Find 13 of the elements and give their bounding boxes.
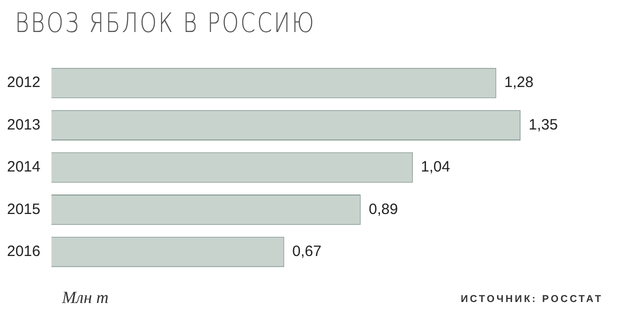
data-label: 1,35 <box>528 116 558 134</box>
text: ИСТОЧНИК: РОССТАТ <box>460 294 603 305</box>
y-tick-label: 2012 <box>6 74 40 92</box>
data-label: 1,28 <box>504 74 534 92</box>
y-tick-label: 2014 <box>6 158 40 176</box>
text: Млн т <box>62 288 109 308</box>
data-label: 0,67 <box>292 243 322 260</box>
y-tick-label: 2015 <box>6 200 40 218</box>
chart-title: ВВОЗ ЯБЛОК В РОССИЮ <box>15 8 316 39</box>
data-label: 0,89 <box>368 200 398 218</box>
y-tick-label: 2013 <box>6 116 40 134</box>
y-tick-label: 2016 <box>6 243 40 260</box>
data-label: 1,04 <box>420 158 450 176</box>
